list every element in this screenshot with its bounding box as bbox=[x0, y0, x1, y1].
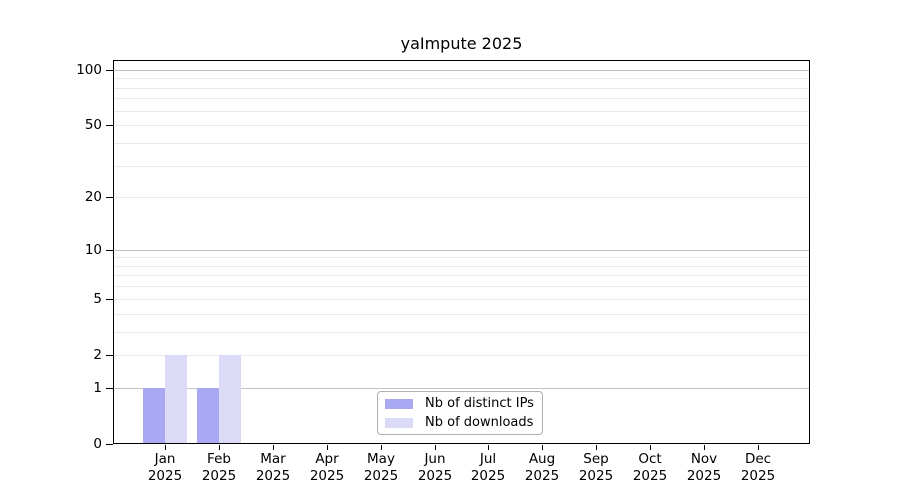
y-tick-label: 2 bbox=[93, 347, 102, 363]
x-tick-mark bbox=[273, 445, 274, 450]
x-tick-mark bbox=[327, 445, 328, 450]
y-gridline-minor bbox=[114, 143, 809, 144]
x-tick-year: 2025 bbox=[524, 468, 560, 484]
plot-area bbox=[113, 60, 810, 444]
y-gridline-minor bbox=[114, 355, 809, 356]
y-gridline-minor bbox=[114, 125, 809, 126]
legend-swatch-distinct-ips bbox=[385, 398, 413, 409]
x-tick-mark bbox=[704, 445, 705, 450]
y-tick-mark bbox=[106, 250, 113, 251]
legend: Nb of distinct IPs Nb of downloads bbox=[377, 391, 543, 435]
x-tick-label: Jun 2025 bbox=[403, 451, 467, 485]
y-gridline-minor bbox=[114, 88, 809, 89]
y-gridline-minor bbox=[114, 78, 809, 79]
x-tick-month: Apr bbox=[315, 451, 339, 467]
x-tick-year: 2025 bbox=[309, 468, 345, 484]
x-tick-month: May bbox=[367, 451, 395, 467]
x-tick-label: Mar 2025 bbox=[241, 451, 305, 485]
y-gridline-minor bbox=[114, 314, 809, 315]
x-tick-year: 2025 bbox=[147, 468, 183, 484]
x-tick-mark bbox=[758, 445, 759, 450]
y-tick-label: 20 bbox=[84, 189, 102, 205]
x-tick-month: Jul bbox=[479, 451, 497, 467]
y-tick-label: 50 bbox=[84, 117, 102, 133]
y-gridline-minor bbox=[114, 275, 809, 276]
x-tick-month: Mar bbox=[260, 451, 286, 467]
y-tick-label: 0 bbox=[93, 436, 102, 452]
x-tick-label: Aug 2025 bbox=[510, 451, 574, 485]
x-tick-month: Sep bbox=[583, 451, 609, 467]
y-gridline-minor bbox=[114, 266, 809, 267]
x-tick-month: Jun bbox=[424, 451, 446, 467]
x-tick-mark bbox=[219, 445, 220, 450]
y-tick-mark bbox=[106, 444, 113, 445]
x-tick-label: Jan 2025 bbox=[133, 451, 197, 485]
x-tick-year: 2025 bbox=[470, 468, 506, 484]
y-tick-label: 1 bbox=[93, 380, 102, 396]
y-tick-mark bbox=[106, 355, 113, 356]
x-tick-label: Oct 2025 bbox=[618, 451, 682, 485]
x-tick-year: 2025 bbox=[255, 468, 291, 484]
x-tick-year: 2025 bbox=[632, 468, 668, 484]
x-tick-year: 2025 bbox=[417, 468, 453, 484]
x-tick-year: 2025 bbox=[578, 468, 614, 484]
x-tick-month: Nov bbox=[690, 451, 718, 467]
x-tick-year: 2025 bbox=[686, 468, 722, 484]
legend-entry-distinct-ips: Nb of distinct IPs bbox=[385, 396, 542, 411]
y-tick-label: 100 bbox=[76, 62, 102, 78]
x-tick-month: Dec bbox=[744, 451, 772, 467]
x-tick-label: Jul 2025 bbox=[456, 451, 520, 485]
y-gridline-minor bbox=[114, 299, 809, 300]
x-tick-mark bbox=[542, 445, 543, 450]
y-gridline-minor bbox=[114, 286, 809, 287]
x-tick-mark bbox=[596, 445, 597, 450]
x-tick-month: Oct bbox=[638, 451, 662, 467]
x-tick-mark bbox=[381, 445, 382, 450]
y-tick-mark bbox=[106, 125, 113, 126]
x-tick-month: Aug bbox=[528, 451, 556, 467]
x-tick-label: May 2025 bbox=[349, 451, 413, 485]
y-gridline-major bbox=[114, 250, 809, 251]
y-gridline-minor bbox=[114, 111, 809, 112]
x-tick-year: 2025 bbox=[363, 468, 399, 484]
x-tick-mark bbox=[435, 445, 436, 450]
bar-distinct-ips-feb bbox=[197, 388, 219, 443]
y-gridline-minor bbox=[114, 197, 809, 198]
y-tick-mark bbox=[106, 388, 113, 389]
x-tick-mark bbox=[488, 445, 489, 450]
y-tick-label: 10 bbox=[84, 242, 102, 258]
x-tick-label: Apr 2025 bbox=[295, 451, 359, 485]
y-tick-mark bbox=[106, 197, 113, 198]
bar-distinct-ips-jan bbox=[143, 388, 165, 443]
y-gridline-major bbox=[114, 70, 809, 71]
x-tick-year: 2025 bbox=[740, 468, 776, 484]
bar-downloads-feb bbox=[219, 355, 241, 443]
legend-label-downloads: Nb of downloads bbox=[425, 415, 534, 430]
legend-label-distinct-ips: Nb of distinct IPs bbox=[425, 396, 534, 411]
y-gridline-minor bbox=[114, 166, 809, 167]
x-tick-mark bbox=[165, 445, 166, 450]
y-tick-label: 5 bbox=[93, 291, 102, 307]
x-tick-year: 2025 bbox=[201, 468, 237, 484]
y-tick-mark bbox=[106, 70, 113, 71]
x-tick-month: Feb bbox=[207, 451, 231, 467]
y-gridline-minor bbox=[114, 332, 809, 333]
x-tick-month: Jan bbox=[154, 451, 176, 467]
y-gridline-major bbox=[114, 388, 809, 389]
y-gridline-minor bbox=[114, 98, 809, 99]
legend-entry-downloads: Nb of downloads bbox=[385, 415, 542, 430]
x-tick-label: Dec 2025 bbox=[726, 451, 790, 485]
bar-downloads-jan bbox=[165, 355, 187, 443]
y-tick-mark bbox=[106, 299, 113, 300]
chart-title: yaImpute 2025 bbox=[400, 34, 523, 53]
x-tick-label: Nov 2025 bbox=[672, 451, 736, 485]
x-tick-mark bbox=[650, 445, 651, 450]
x-tick-label: Sep 2025 bbox=[564, 451, 628, 485]
y-gridline-minor bbox=[114, 257, 809, 258]
legend-swatch-downloads bbox=[385, 417, 413, 428]
x-tick-label: Feb 2025 bbox=[187, 451, 251, 485]
